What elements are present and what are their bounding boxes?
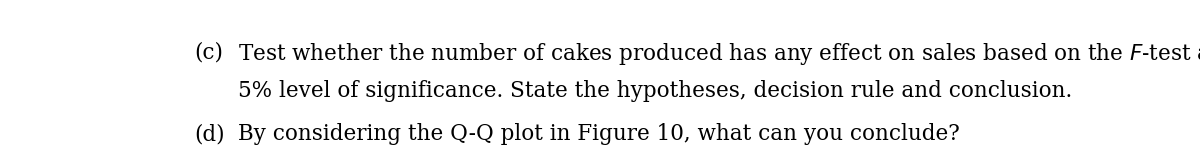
Text: (d): (d) (194, 123, 226, 145)
Text: Test whether the number of cakes produced has any effect on sales based on the $: Test whether the number of cakes produce… (239, 41, 1200, 67)
Text: 5% level of significance. State the hypotheses, decision rule and conclusion.: 5% level of significance. State the hypo… (239, 80, 1073, 102)
Text: By considering the Q-Q plot in Figure 10, what can you conclude?: By considering the Q-Q plot in Figure 10… (239, 123, 960, 145)
Text: (c): (c) (194, 41, 223, 63)
